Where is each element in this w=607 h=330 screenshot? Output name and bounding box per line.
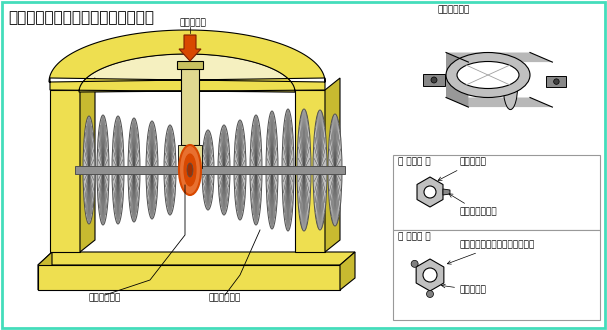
Ellipse shape [266,111,278,229]
Ellipse shape [112,116,124,224]
Ellipse shape [146,121,158,219]
Text: 固定ボルト: 固定ボルト [438,157,487,181]
Text: 蒸気転向装置: 蒸気転向装置 [89,293,121,303]
Polygon shape [417,177,443,207]
Ellipse shape [179,145,201,195]
Ellipse shape [184,154,196,186]
Polygon shape [80,78,95,252]
Text: 〈 対策後 〉: 〈 対策後 〉 [398,232,430,241]
Ellipse shape [234,120,246,220]
Polygon shape [38,252,52,290]
Circle shape [554,79,559,84]
Ellipse shape [282,109,294,231]
Bar [177,61,203,69]
Ellipse shape [328,114,342,226]
Text: 低圧タービン: 低圧タービン [209,293,241,303]
Bar [423,74,445,86]
Circle shape [427,290,433,298]
Text: 蒸気転向装置: 蒸気転向装置 [438,5,470,14]
Ellipse shape [457,61,519,88]
Ellipse shape [218,125,230,215]
Bar [393,155,600,230]
Bar [393,230,600,320]
Text: 廻り止め割ピン: 廻り止め割ピン [449,194,498,216]
Circle shape [424,186,436,198]
Text: 低圧タービン蒸気転向装置　概略図: 低圧タービン蒸気転向装置 概略図 [8,10,154,25]
Polygon shape [50,90,80,252]
Polygon shape [38,252,355,265]
Ellipse shape [83,116,95,224]
Ellipse shape [202,130,214,210]
Bar [546,76,566,87]
Polygon shape [446,52,469,107]
Circle shape [431,77,437,83]
Circle shape [411,260,418,267]
Text: 固り止めスポット溶接（２点）: 固り止めスポット溶接（２点） [447,241,535,264]
Ellipse shape [97,115,109,225]
Bar [193,145,202,168]
Ellipse shape [187,163,193,177]
Polygon shape [446,52,552,62]
Bar [178,145,187,168]
Ellipse shape [297,109,311,231]
Ellipse shape [446,52,530,97]
Polygon shape [79,54,295,92]
Text: 〈 対策前 〉: 〈 対策前 〉 [398,157,430,166]
Polygon shape [416,259,444,291]
Polygon shape [446,97,552,107]
Polygon shape [179,35,201,61]
Text: 固定ナット: 固定ナット [441,284,487,294]
Ellipse shape [128,118,140,222]
Ellipse shape [503,60,518,110]
Circle shape [423,268,437,282]
Ellipse shape [164,125,176,215]
Polygon shape [49,30,325,92]
Text: 蒸気の流れ: 蒸気の流れ [180,18,206,27]
Bar [75,166,345,174]
Polygon shape [443,189,450,195]
Ellipse shape [313,110,327,230]
Polygon shape [325,78,340,252]
Polygon shape [340,252,355,290]
Polygon shape [38,265,340,290]
Ellipse shape [250,115,262,225]
Bar [181,65,199,145]
Polygon shape [295,90,325,252]
